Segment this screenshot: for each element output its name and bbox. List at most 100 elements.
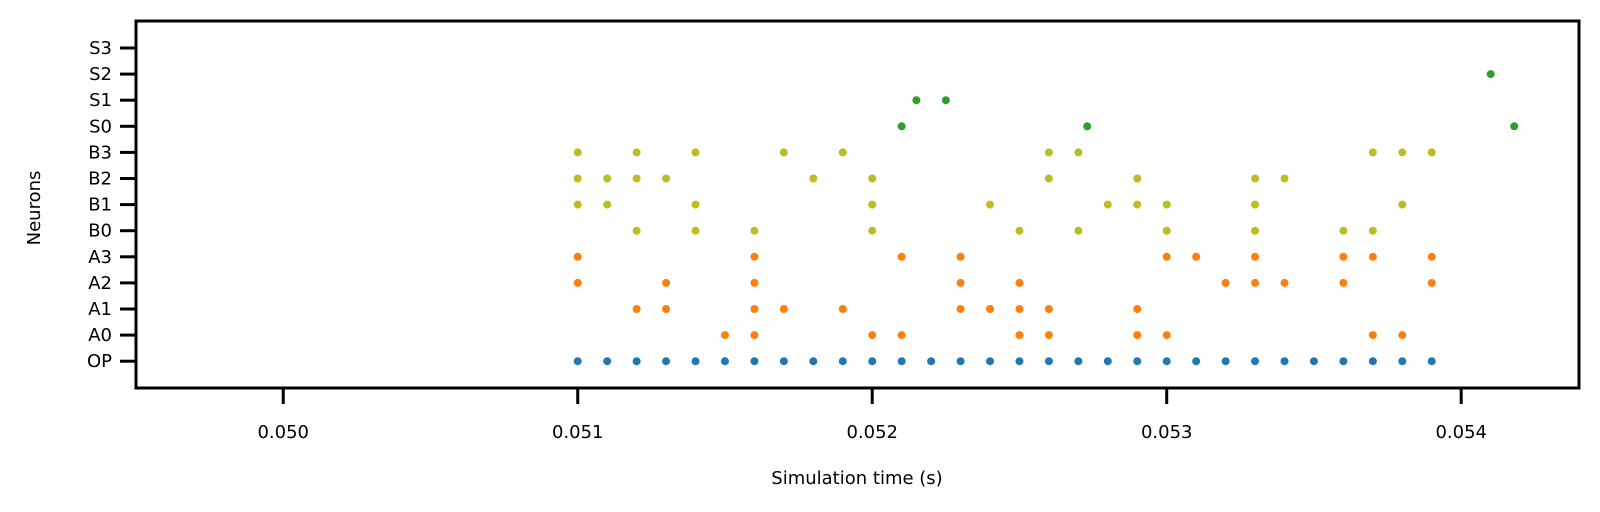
spike-point: [603, 357, 612, 366]
y-tick-label-op: OP: [87, 351, 112, 372]
spike-point: [1192, 252, 1201, 261]
spike-point: [1339, 278, 1348, 287]
spike-point: [956, 252, 965, 261]
x-axis: 0.050 0.051 0.052 0.053 0.054: [257, 388, 1487, 443]
spike-point: [1074, 148, 1083, 157]
spike-point: [691, 200, 700, 209]
spike-point: [986, 357, 995, 366]
spike-point: [1280, 174, 1289, 183]
spike-point: [573, 174, 582, 183]
y-tick-label-b3: B3: [88, 142, 112, 163]
spike-point: [1510, 122, 1519, 131]
spike-point: [897, 252, 906, 261]
spike-point: [720, 357, 729, 366]
y-tick-label-b0: B0: [88, 221, 112, 242]
spike-point: [1368, 148, 1377, 157]
spike-point: [750, 252, 759, 261]
spike-point: [868, 331, 877, 340]
spike-point: [986, 200, 995, 209]
spike-point: [868, 226, 877, 235]
x-axis-label: Simulation time (s): [771, 468, 942, 489]
spike-point: [1015, 331, 1024, 340]
spike-point: [750, 357, 759, 366]
plot-frame: [134, 19, 1581, 390]
spike-point: [691, 148, 700, 157]
spike-point: [750, 305, 759, 313]
spike-point: [897, 331, 906, 340]
spike-point: [1368, 226, 1377, 235]
spike-point: [1133, 174, 1142, 183]
spike-point: [986, 305, 995, 313]
spike-point: [897, 122, 906, 131]
spike-point: [1044, 148, 1053, 157]
spike-point: [779, 148, 788, 157]
spike-point: [1221, 357, 1230, 366]
spike-point: [1398, 148, 1407, 157]
spike-point: [912, 96, 921, 105]
spike-point: [1398, 200, 1407, 209]
spike-point: [1251, 278, 1260, 287]
spike-point: [1015, 357, 1024, 366]
spike-point: [838, 357, 847, 366]
spike-point: [868, 200, 877, 209]
spike-point: [927, 357, 936, 366]
spike-point: [662, 357, 671, 366]
spike-point: [1280, 357, 1289, 366]
spike-point: [779, 357, 788, 366]
spike-point: [838, 148, 847, 157]
spike-point: [1133, 357, 1142, 366]
spike-point: [1427, 278, 1436, 287]
spike-point: [1339, 357, 1348, 366]
spike-point: [868, 357, 877, 366]
spike-point: [1162, 331, 1171, 340]
spike-point: [897, 357, 906, 366]
spike-point: [1015, 226, 1024, 235]
data-points: [573, 70, 1519, 366]
y-tick-label-s0: S0: [89, 116, 112, 137]
spike-point: [573, 252, 582, 261]
spike-point: [1044, 174, 1053, 183]
spike-point: [868, 174, 877, 183]
spike-point: [1162, 357, 1171, 366]
spike-point: [1280, 278, 1289, 287]
spike-point: [603, 174, 612, 183]
spike-point: [750, 226, 759, 235]
spike-point: [750, 331, 759, 340]
spike-point: [838, 305, 847, 313]
spike-point: [1251, 252, 1260, 261]
spike-point: [1368, 331, 1377, 340]
spike-point: [720, 331, 729, 340]
spike-point: [573, 200, 582, 209]
spike-point: [956, 305, 965, 313]
y-tick-label-s1: S1: [89, 90, 112, 111]
spike-point: [941, 96, 950, 105]
x-tick-label: 0.053: [1141, 422, 1193, 443]
spike-point: [1251, 226, 1260, 235]
spike-point: [632, 174, 641, 183]
y-tick-label-a3: A3: [88, 247, 112, 268]
spike-point: [1103, 357, 1112, 366]
spike-point: [662, 305, 671, 313]
spike-point: [1398, 357, 1407, 366]
spike-point: [1044, 331, 1053, 340]
spike-point: [1427, 148, 1436, 157]
spike-point: [1398, 331, 1407, 340]
spike-point: [956, 357, 965, 366]
x-tick-label: 0.052: [846, 422, 898, 443]
y-tick-label-a2: A2: [88, 273, 112, 294]
spike-point: [1015, 305, 1024, 313]
spike-point: [632, 357, 641, 366]
spike-point: [691, 357, 700, 366]
spike-point: [956, 278, 965, 287]
spike-point: [1368, 252, 1377, 261]
spike-point: [1133, 305, 1142, 313]
spike-point: [632, 305, 641, 313]
spike-point: [1162, 200, 1171, 209]
spike-point: [1015, 278, 1024, 287]
spike-point: [809, 174, 818, 183]
spike-point: [1339, 226, 1348, 235]
spike-point: [1044, 305, 1053, 313]
spike-point: [1251, 200, 1260, 209]
y-tick-label-b2: B2: [88, 169, 112, 190]
spike-point: [1162, 252, 1171, 261]
